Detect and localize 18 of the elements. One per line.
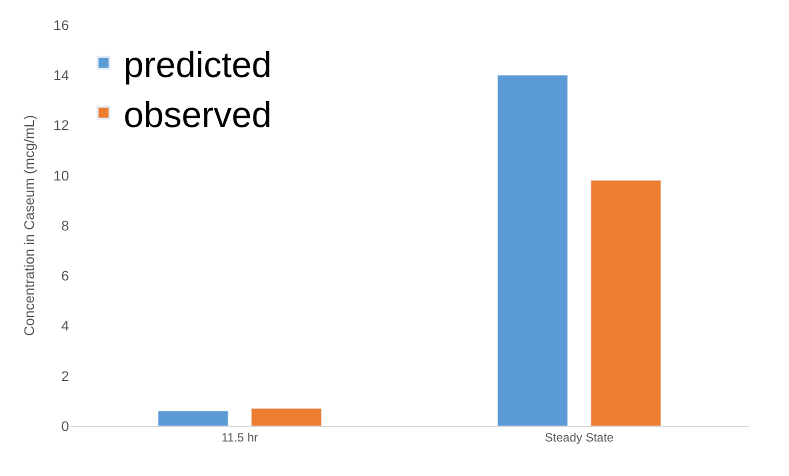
y-tick-label: 4	[61, 318, 70, 334]
legend-label: observed	[124, 94, 272, 135]
y-tick-label: 2	[61, 368, 70, 384]
y-tick-label: 0	[61, 418, 70, 434]
y-tick-label: 14	[53, 67, 70, 84]
bar	[497, 74, 568, 426]
y-axis-title: Concentration in Caseum (mcg/mL)	[21, 115, 38, 336]
x-tick-label: 11.5 hr	[222, 430, 258, 444]
y-tick-label: 16	[53, 16, 70, 33]
bar	[590, 180, 662, 426]
bar	[158, 410, 228, 426]
legend-label: predicted	[124, 44, 272, 85]
x-tick-label: Steady State	[544, 430, 614, 444]
y-tick-label: 8	[61, 217, 70, 234]
y-tick-label: 10	[53, 167, 70, 184]
bar	[251, 408, 322, 426]
y-tick-label: 12	[53, 117, 70, 134]
y-tick-label: 6	[61, 268, 70, 284]
